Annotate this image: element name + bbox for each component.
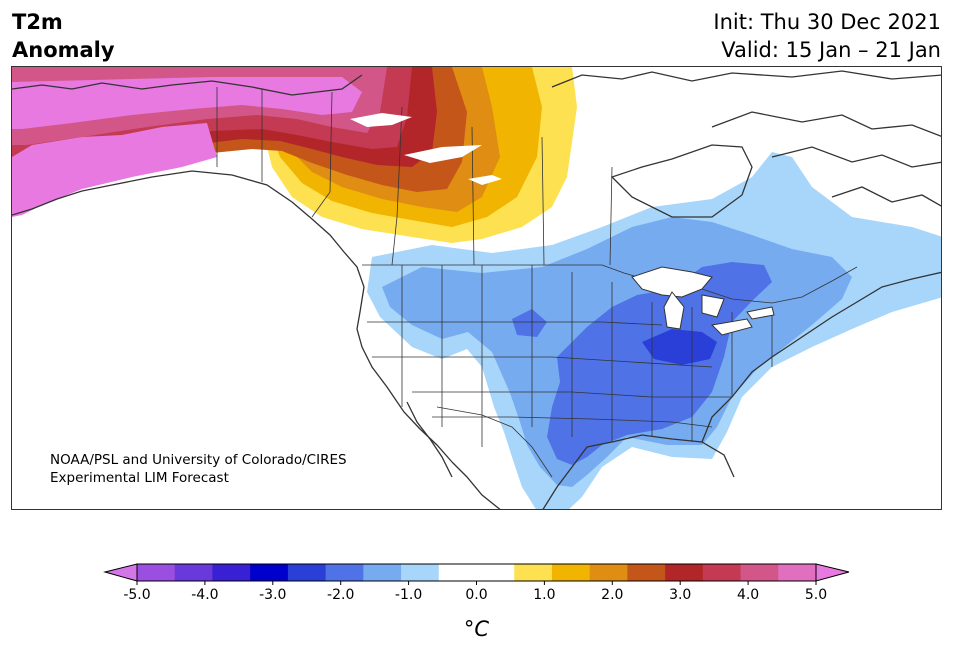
map-title: T2m Anomaly [12,8,115,64]
colorbar-tick-label: -2.0 [327,587,354,600]
colorbar-segment [665,564,704,581]
colorbar: -5.0 -4.0 -3.0 -2.0 -1.0 0.0 1.0 2.0 3.0 4.0 5.0 [103,563,850,600]
credit-block: NOAA/PSL and University of Colorado/CIRE… [50,452,347,486]
colorbar-tick-label: 0.0 [465,587,487,600]
colorbar-tick-label: -5.0 [123,587,150,600]
colorbar-segment [325,564,364,581]
colorbar-segment [740,564,779,581]
colorbar-segments [137,564,817,581]
colorbar-tick-label: 4.0 [737,587,759,600]
colorbar-under-arrow [103,563,138,582]
init-date: Init: Thu 30 Dec 2021 [713,10,941,34]
coastlines [12,70,941,509]
colorbar-tick-label: 1.0 [533,587,555,600]
credit-line-1: NOAA/PSL and University of Colorado/CIRE… [50,452,347,468]
colorbar-segment [778,564,817,581]
valid-range: Valid: 15 Jan – 21 Jan [721,38,941,62]
colorbar-tick-label: -4.0 [191,587,218,600]
lakes [350,113,775,336]
colorbar-segment [702,564,742,581]
colorbar-tick-label: -1.0 [395,587,422,600]
map-svg: NOAA/PSL and University of Colorado/CIRE… [12,67,941,509]
colorbar-segment [363,564,402,581]
colorbar-tick-label: 2.0 [601,587,623,600]
anomaly-map: NOAA/PSL and University of Colorado/CIRE… [11,66,942,510]
credit-line-2: Experimental LIM Forecast [50,470,229,486]
colorbar-segment [137,564,176,581]
colorbar-unit-label: °C [0,617,953,641]
colorbar-tick-label: -3.0 [259,587,286,600]
colorbar-segment [212,564,251,581]
colorbar-over-arrow [815,563,850,582]
title-line-2: Anomaly [12,38,115,62]
colorbar-segment [476,564,515,581]
colorbar-segment [551,564,591,581]
colorbar-segment [401,564,440,581]
forecast-dates: Init: Thu 30 Dec 2021 Valid: 15 Jan – 21… [713,8,941,64]
colorbar-segment [174,564,213,581]
colorbar-segment [287,564,327,581]
colorbar-segment [627,564,666,581]
colorbar-segment [589,564,628,581]
colorbar-segment [514,564,553,581]
unit-text: °C [463,617,490,641]
colorbar-tick-label: 3.0 [669,587,691,600]
title-line-1: T2m [12,10,63,34]
colorbar-segment [250,564,289,581]
colorbar-segment [438,564,477,581]
colorbar-tick-label: 5.0 [805,587,827,600]
colorbar-ticks: -5.0 -4.0 -3.0 -2.0 -1.0 0.0 1.0 2.0 3.0 4.0 5.0 [123,581,827,600]
